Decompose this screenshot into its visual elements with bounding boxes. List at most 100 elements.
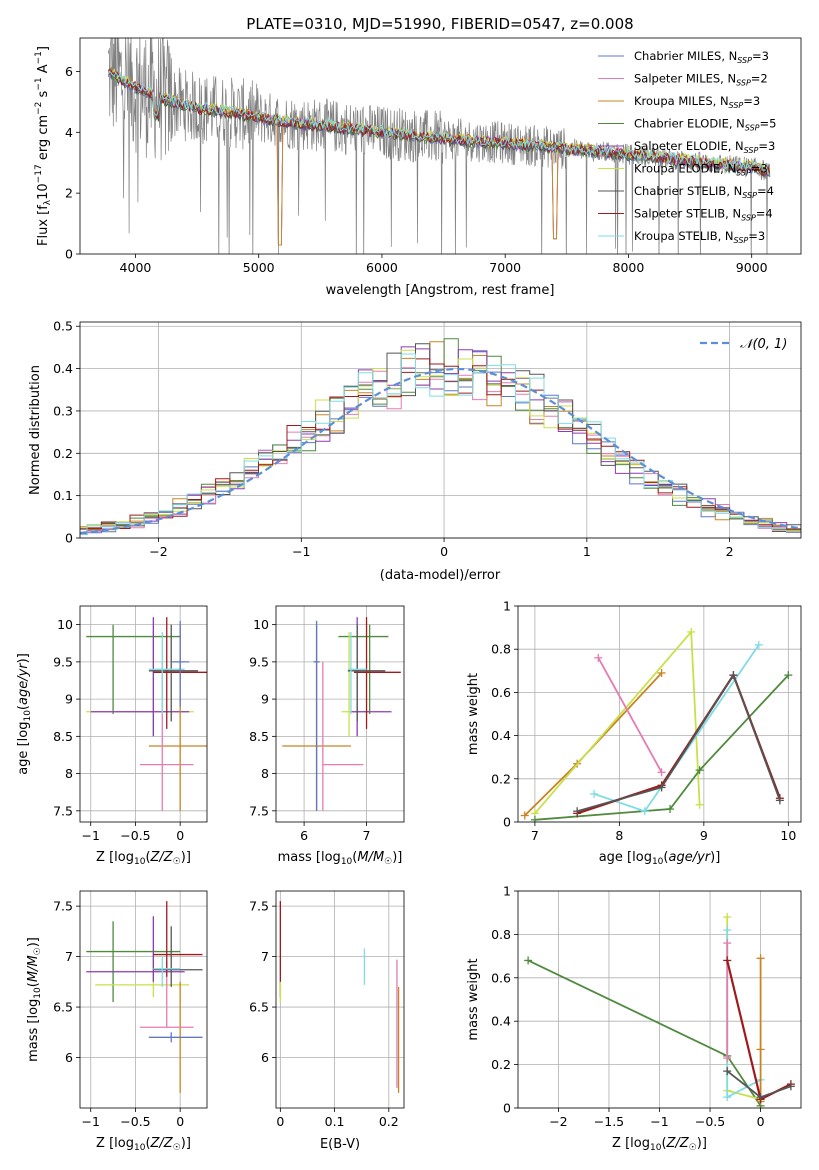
label-part: Z/Z	[150, 1136, 174, 1151]
x-tick-label: 6	[300, 828, 308, 843]
label-part: (	[352, 850, 357, 865]
y-axis-label: mass [log10(M/M☉)]	[26, 937, 43, 1062]
model-line	[107, 70, 770, 176]
y-tick-label: 7.5	[249, 803, 269, 818]
label-part: )]	[181, 1136, 191, 1151]
y-tick-label: 7.5	[249, 899, 269, 914]
y-axis-label: Normed distribution	[28, 365, 43, 495]
y-axis-label: Flux [fλ10−17 erg cm−2 s−1 A−1]	[34, 46, 53, 246]
label-part: 10	[134, 1143, 146, 1153]
axes-frame	[79, 321, 802, 539]
label-part: Z [log	[96, 850, 134, 865]
x-tick-label: 0	[176, 828, 184, 843]
chart-spectrum: 4000 5000 6000 7000 8000 9000 0 2 4 6 wavelength […	[34, 37, 802, 298]
x-axis-label: wavelength [Angstrom, rest frame]	[326, 283, 555, 298]
y-tick-label: 0.4	[491, 1014, 511, 1029]
label-part: mass [log	[26, 999, 41, 1062]
label-part: s	[36, 90, 51, 101]
legend-label: Chabrier MILES, NSSP=3	[634, 49, 769, 65]
plot-area	[107, 38, 771, 254]
legend-num: =5	[760, 117, 777, 131]
legend-label: Salpeter ELODIE, NSSP=3	[634, 139, 775, 155]
label-part: ☉	[689, 1143, 697, 1153]
legend-sub: SSP	[736, 169, 751, 178]
axes-frame	[79, 890, 208, 1109]
legend-name: Kroupa ELODIE, N	[634, 162, 736, 176]
x-tick-label: 8	[615, 828, 623, 843]
legend-name: Salpeter MILES, N	[634, 72, 736, 86]
label-part: age [log	[16, 722, 31, 775]
y-tick-label: 7	[261, 949, 269, 964]
label-part: ☉	[173, 1143, 181, 1153]
x-tick-label: 7	[363, 828, 371, 843]
axes-frame	[275, 605, 405, 823]
x-tick-label: 7000	[489, 260, 521, 275]
chart-mass-vs-ebv: 0 0.1 0.2 6 6.5 7 7.5 E(B-V)	[249, 890, 405, 1152]
legend-sub: SSP	[729, 101, 744, 110]
label-part: 10	[134, 857, 146, 867]
x-tick-label: −2	[549, 1114, 567, 1129]
plot-area	[524, 913, 795, 1108]
y-tick-label: 7	[65, 949, 73, 964]
label-part: λ	[43, 199, 53, 205]
x-tick-label: 1	[583, 544, 591, 559]
y-axis-label: mass weight	[466, 673, 481, 755]
y-tick-label: 6.5	[249, 1000, 269, 1015]
x-tick-label: −0.5	[120, 828, 150, 843]
legend-label: Kroupa STELIB, NSSP=3	[634, 229, 765, 245]
weight-line	[597, 657, 663, 773]
legend-num: =3	[743, 94, 760, 108]
label-part: 10	[652, 857, 664, 867]
label-part: −17	[34, 164, 44, 183]
legend-num: =3	[748, 229, 765, 243]
x-tick-label: −0.5	[120, 1114, 150, 1129]
x-tick-label: −1	[650, 1114, 668, 1129]
y-tick-label: 0.1	[53, 488, 73, 503]
x-tick-label: 0	[176, 1114, 184, 1129]
label-part: (	[661, 1136, 666, 1151]
plot-area	[282, 617, 401, 811]
y-tick-label: 0.6	[491, 970, 511, 985]
label-part: Z [log	[612, 1136, 650, 1151]
legend-num: =3	[758, 139, 775, 153]
label-part: )]	[697, 1136, 707, 1151]
y-tick-label: 0	[65, 531, 73, 546]
chart-residuals: −2 −1 0 1 2 0 0.1 0.2 0.3 0.4 0.5 (data-model)/erro…	[28, 319, 802, 583]
legend-sub: SSP	[736, 79, 751, 88]
legend-sub: SSP	[742, 191, 757, 200]
label-part: )]	[26, 937, 41, 947]
y-tick-label: 9.5	[53, 654, 73, 669]
legend-sub: SSP	[734, 236, 749, 245]
label-part: age/yr	[16, 662, 31, 705]
plot-area	[520, 627, 793, 822]
legend-name: Chabrier MILES, N	[634, 49, 737, 63]
legend-label: Salpeter STELIB, NSSP=4	[634, 207, 773, 223]
plot-area	[279, 901, 400, 1093]
axes-frame	[275, 890, 405, 1109]
x-tick-label: 10	[780, 828, 796, 843]
x-tick-label: 0	[276, 1114, 284, 1129]
x-tick-label: 0	[757, 1114, 765, 1129]
legend-sub: SSP	[741, 214, 756, 223]
label-part: −1	[34, 51, 44, 64]
legend-label: 𝒩(0, 1)	[740, 337, 787, 352]
legend-name: Chabrier STELIB, N	[634, 184, 742, 198]
legend-num: =4	[756, 207, 773, 221]
label-part: erg cm	[36, 115, 51, 164]
label-part: (	[145, 1136, 150, 1151]
x-axis-label: E(B-V)	[320, 1137, 360, 1152]
y-tick-label: 7.5	[53, 899, 73, 914]
y-tick-label: 8	[261, 766, 269, 781]
y-tick-label: 6.5	[53, 1000, 73, 1015]
y-tick-label: 0.8	[491, 927, 511, 942]
weight-line	[593, 644, 760, 813]
weight-line	[726, 917, 761, 1101]
x-axis-label: Z [log10(Z/Z☉)]	[96, 850, 191, 867]
label-part: age/yr	[668, 850, 711, 865]
x-tick-label: 5000	[243, 260, 275, 275]
x-tick-label: −0.5	[695, 1114, 725, 1129]
figure-title: PLATE=0310, MJD=51990, FIBERID=0547, z=0…	[246, 15, 633, 33]
